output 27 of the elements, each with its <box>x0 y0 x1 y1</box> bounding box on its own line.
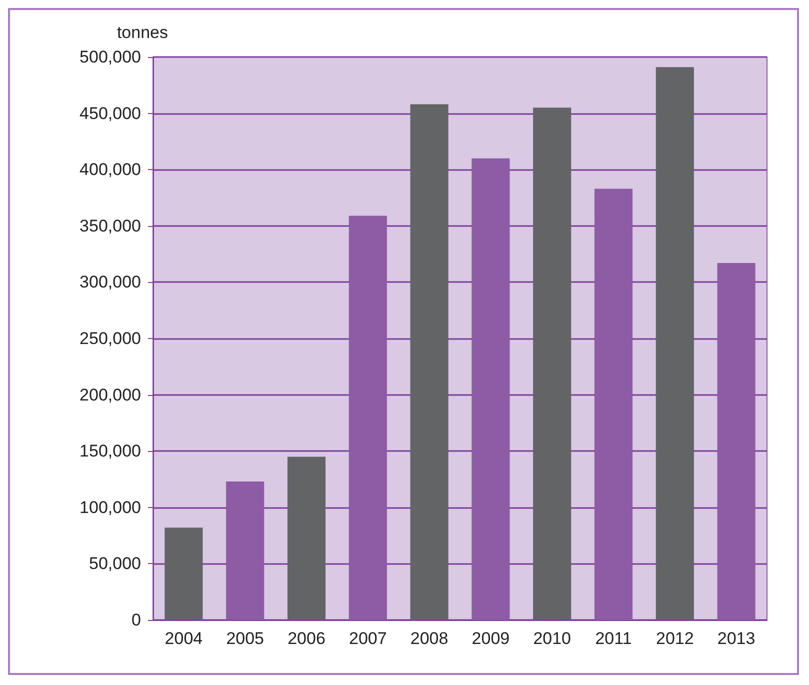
y-tick-label: 400,000 <box>80 160 141 180</box>
y-axis-title: tonnes <box>116 23 168 42</box>
x-tick-label: 2011 <box>595 629 632 648</box>
x-tick-label: 2009 <box>472 629 510 648</box>
x-tick-label: 2010 <box>533 629 572 648</box>
y-tick-label: 150,000 <box>80 442 141 461</box>
bar <box>287 456 326 620</box>
x-tick-label: 2012 <box>656 629 694 648</box>
bar <box>410 104 448 620</box>
x-tick-label: 2006 <box>288 629 326 648</box>
y-tick-label: 500,000 <box>80 48 141 66</box>
x-tick-label: 2013 <box>717 629 756 648</box>
y-tick-label: 350,000 <box>80 216 141 236</box>
y-tick-label: 250,000 <box>80 329 141 348</box>
x-tick-label: 2007 <box>348 629 387 648</box>
x-tick-label: 2004 <box>164 629 203 648</box>
y-tick-label: 300,000 <box>80 272 141 292</box>
y-tick-label: 0 <box>132 610 141 630</box>
bar <box>164 528 203 620</box>
y-tick-label: 200,000 <box>80 385 141 404</box>
x-tick-label: 2008 <box>410 629 448 648</box>
y-tick-label: 50,000 <box>89 554 141 574</box>
bar <box>656 67 694 620</box>
bar <box>533 108 572 620</box>
x-tick-label: 2005 <box>226 629 264 648</box>
y-tick-label: 450,000 <box>80 104 141 123</box>
y-tick-label: 100,000 <box>80 498 141 517</box>
